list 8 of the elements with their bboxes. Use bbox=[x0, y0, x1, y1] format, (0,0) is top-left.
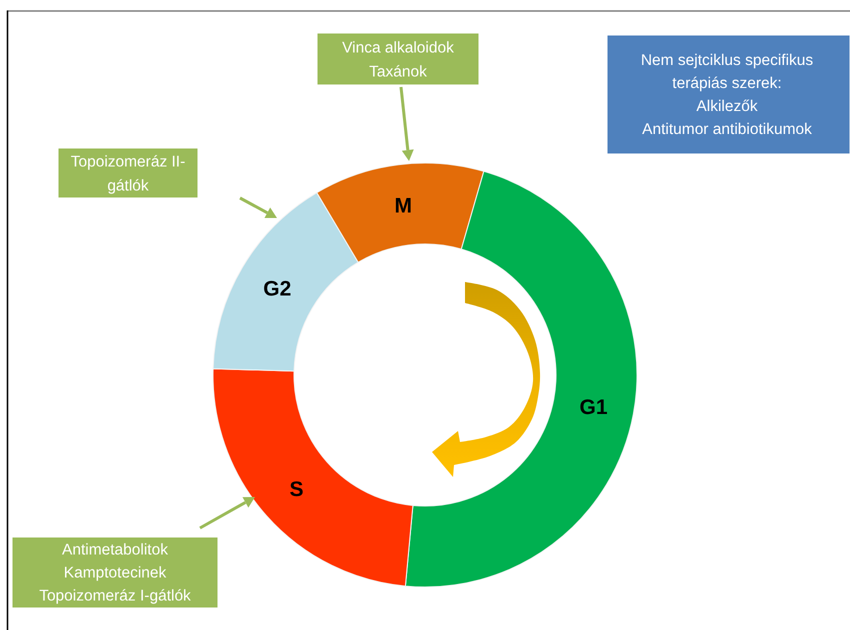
slice-label: M bbox=[394, 194, 412, 218]
slice-label: G2 bbox=[263, 277, 292, 300]
slice-label: G1 bbox=[580, 396, 608, 420]
text: Vinca alkaloidok Taxánok bbox=[342, 39, 454, 80]
slice-label: S bbox=[290, 478, 304, 501]
text: Nem sejtciklus specifikus terápiás szerek: Alkilezők Antitumor antibiotikumok bbox=[640, 52, 814, 138]
text: Antimetabolitok Kamptotecinek Topoizomeráz I-gátlók bbox=[39, 542, 192, 605]
text: Topoizomeráz II- gátlók bbox=[70, 153, 186, 194]
